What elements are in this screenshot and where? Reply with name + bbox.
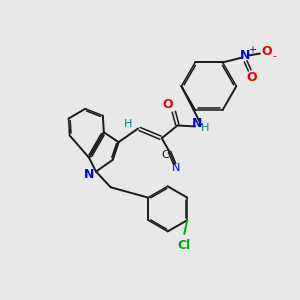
Text: N: N [192, 117, 202, 130]
Text: C: C [162, 150, 170, 160]
Text: +: + [248, 45, 256, 55]
Text: N: N [84, 168, 94, 181]
Text: N: N [240, 49, 250, 62]
Text: O: O [162, 98, 173, 111]
Text: N: N [172, 163, 181, 173]
Text: H: H [201, 123, 209, 134]
Text: H: H [124, 119, 133, 130]
Text: O: O [262, 45, 272, 58]
Text: Cl: Cl [178, 239, 191, 252]
Text: O: O [247, 70, 257, 84]
Text: -: - [273, 52, 277, 61]
